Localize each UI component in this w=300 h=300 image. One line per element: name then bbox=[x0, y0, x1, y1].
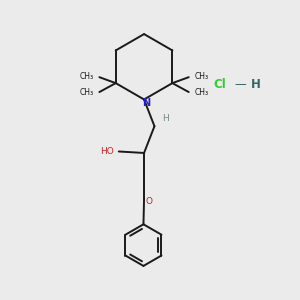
Text: CH₃: CH₃ bbox=[194, 72, 208, 81]
Text: CH₃: CH₃ bbox=[194, 88, 208, 97]
Text: —: — bbox=[235, 78, 247, 91]
Text: CH₃: CH₃ bbox=[80, 88, 94, 97]
Text: H: H bbox=[162, 114, 169, 123]
Text: O: O bbox=[146, 197, 153, 206]
Text: N: N bbox=[142, 98, 151, 108]
Text: H: H bbox=[250, 78, 260, 91]
Text: Cl: Cl bbox=[214, 78, 226, 91]
Text: HO: HO bbox=[100, 147, 114, 156]
Text: CH₃: CH₃ bbox=[80, 72, 94, 81]
